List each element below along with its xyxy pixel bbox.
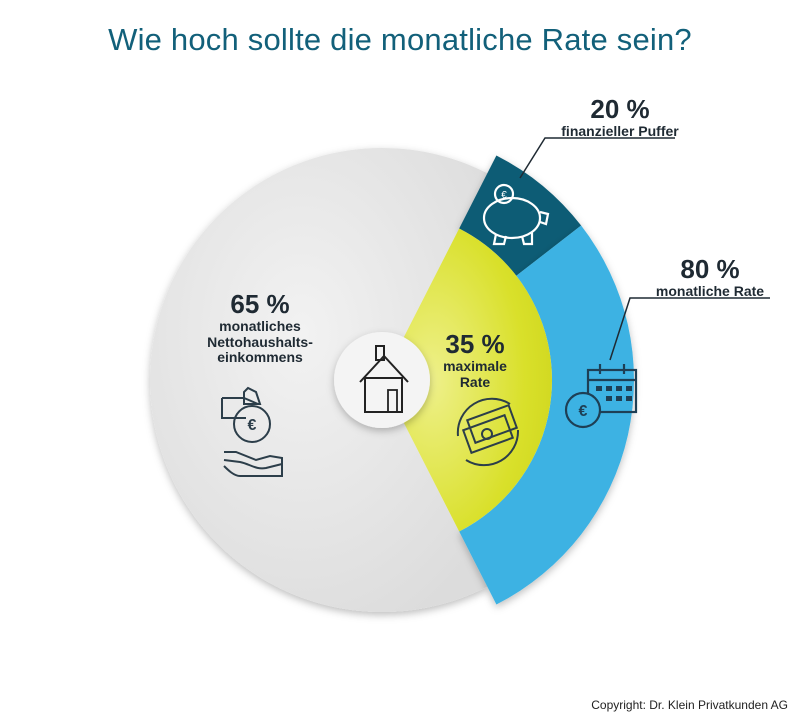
piggy-bank-icon: € xyxy=(482,183,550,246)
text-line-2: Nettohaushalts- xyxy=(207,333,313,350)
pie-slice-finanzieller-puffer xyxy=(459,155,582,276)
open-hand-icon xyxy=(223,451,283,477)
text-monatliche-rate: monatliche Rate xyxy=(655,283,765,300)
calendar-euro-icon: € xyxy=(564,364,638,429)
leader-line-outer-small xyxy=(519,137,675,179)
pie-slice-monatliche-rate xyxy=(459,225,635,605)
text-rate: Rate xyxy=(459,373,491,390)
svg-text:€: € xyxy=(579,403,588,420)
pct-maximale-rate: 35 % xyxy=(445,329,505,359)
pct-nettohaushaltseinkommen: 65 % xyxy=(230,289,290,319)
text-maximale: maximale xyxy=(443,358,507,375)
chart-title: Wie hoch sollte die monatliche Rate sein… xyxy=(108,22,692,57)
text-line-3: einkommens xyxy=(217,349,303,366)
svg-text:€: € xyxy=(248,417,257,434)
copyright: Copyright: Dr. Klein Privatkunden AG xyxy=(591,698,788,712)
label-nettohaushaltseinkommen: 65 % monatliches Nettohaushalts- einkomm… xyxy=(190,289,330,366)
pie-slice-nettohaushaltseinkommen xyxy=(150,147,488,612)
money-bag-hand-icon: € xyxy=(221,386,271,443)
leader-line-outer-large xyxy=(609,297,770,361)
pie-slice-maximale-rate xyxy=(382,228,553,532)
text-line-1: monatliches xyxy=(219,318,301,335)
label-finanzieller-puffer: 20 % finanzieller Puffer xyxy=(555,94,685,140)
money-exchange-icon xyxy=(456,397,520,467)
text-finanzieller-puffer: finanzieller Puffer xyxy=(561,123,679,140)
label-monatliche-rate: 80 % monatliche Rate xyxy=(640,254,780,300)
svg-text:€: € xyxy=(501,190,507,201)
pct-finanzieller-puffer: 20 % xyxy=(590,94,650,124)
pct-monatliche-rate: 80 % xyxy=(680,254,740,284)
house-icon xyxy=(334,332,430,428)
label-maximale-rate: 35 % maximale Rate xyxy=(430,329,520,390)
